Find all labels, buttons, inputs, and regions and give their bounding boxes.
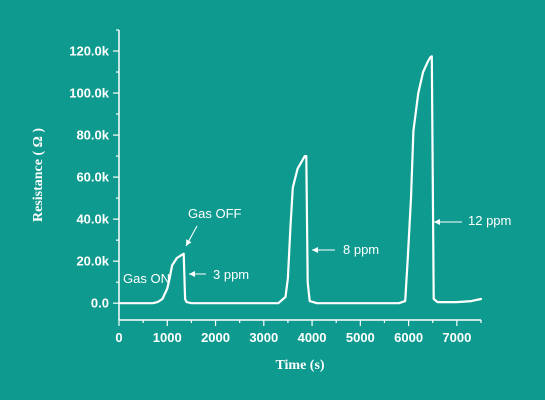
y-tick-label: 80.0k bbox=[76, 128, 109, 143]
y-tick-label: 100.0k bbox=[69, 86, 110, 101]
x-tick-label: 1000 bbox=[153, 330, 182, 345]
y-tick-label: 40.0k bbox=[76, 212, 109, 227]
y-axis-title: Resistance ( Ω ) bbox=[31, 128, 46, 222]
x-tick-label: 6000 bbox=[394, 330, 423, 345]
y-tick-label: 60.0k bbox=[76, 170, 109, 185]
x-tick-label: 3000 bbox=[249, 330, 278, 345]
annotation-arrowhead bbox=[434, 219, 440, 225]
y-tick-label: 0.0 bbox=[91, 296, 109, 311]
resistance-series-line bbox=[117, 55, 483, 305]
x-tick-label: 5000 bbox=[346, 330, 375, 345]
annotation-label: 3 ppm bbox=[213, 267, 249, 282]
annotation-arrowhead bbox=[312, 247, 318, 253]
annotation-arrowhead bbox=[189, 271, 195, 277]
annotation-arrowhead bbox=[186, 239, 192, 246]
x-tick-label: 7000 bbox=[442, 330, 471, 345]
x-tick-label: 4000 bbox=[298, 330, 327, 345]
annotation-label: Gas ON bbox=[123, 271, 170, 286]
y-tick-label: 20.0k bbox=[76, 254, 109, 269]
x-tick-label: 0 bbox=[115, 330, 122, 345]
annotation-label: 12 ppm bbox=[468, 213, 511, 228]
annotation-label: Gas OFF bbox=[188, 206, 242, 221]
x-tick-label: 2000 bbox=[201, 330, 230, 345]
y-tick-label: 120.0k bbox=[69, 44, 110, 59]
x-axis-title: Time (s) bbox=[275, 358, 324, 373]
annotation-label: 8 ppm bbox=[343, 242, 379, 257]
